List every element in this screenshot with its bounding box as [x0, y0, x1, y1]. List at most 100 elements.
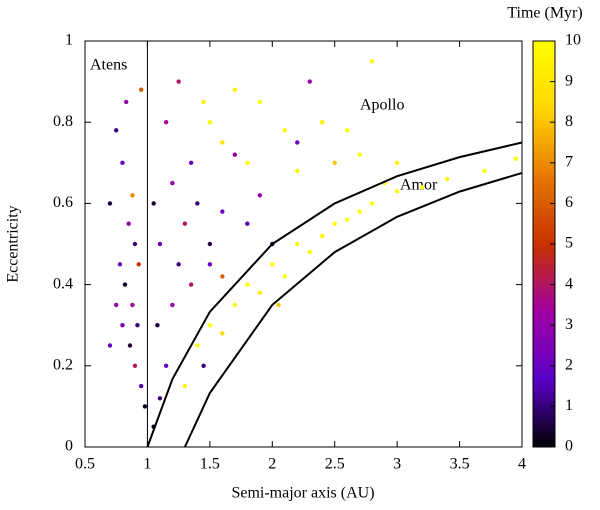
y-tick-label: 0.6: [53, 194, 73, 211]
point: [270, 262, 275, 267]
point: [307, 249, 312, 255]
point: [170, 302, 175, 308]
y-tick-label: 1: [65, 32, 73, 49]
point: [107, 343, 113, 348]
point: [295, 140, 300, 145]
point: [201, 363, 206, 368]
point: [232, 302, 238, 308]
point: [127, 343, 133, 348]
point: [188, 282, 194, 287]
point: [114, 302, 119, 308]
point: [245, 221, 250, 226]
point: [369, 201, 375, 206]
point: [357, 209, 362, 214]
point: [170, 180, 175, 186]
point: [207, 262, 213, 267]
point: [482, 168, 487, 174]
point: [345, 217, 350, 222]
y-tick-label: 0.8: [53, 113, 73, 130]
colorbar-tick-label: 8: [565, 113, 573, 130]
x-tick-label: 0.5: [75, 456, 95, 473]
point: [132, 363, 138, 368]
y-axis-label: Eccentricity: [5, 205, 22, 282]
point: [163, 363, 169, 368]
point: [444, 176, 450, 182]
point: [307, 79, 312, 84]
point: [120, 160, 125, 165]
point: [176, 262, 181, 267]
x-tick-label: 1.5: [200, 456, 220, 473]
point: [232, 87, 238, 92]
point: [332, 160, 337, 165]
x-tick-label: 3.5: [450, 456, 470, 473]
colorbar-tick-label: 6: [565, 194, 573, 211]
boundary-line: [183, 171, 523, 448]
colorbar-tick-label: 0: [565, 438, 573, 455]
point: [195, 343, 200, 348]
colorbar-title: Time (Myr): [507, 5, 582, 22]
point: [276, 302, 281, 308]
y-tick-label: 0.4: [53, 275, 73, 292]
point: [151, 201, 156, 206]
point: [513, 156, 518, 161]
point: [124, 99, 129, 105]
boundary-line: [146, 141, 523, 448]
point: [132, 241, 138, 247]
point: [257, 193, 262, 198]
point: [357, 152, 362, 157]
point: [295, 241, 300, 247]
point: [117, 262, 123, 267]
point: [220, 331, 225, 336]
y-tick-label: 0.2: [53, 356, 73, 373]
point: [419, 184, 425, 190]
point: [257, 99, 262, 105]
point: [245, 282, 250, 287]
colorbar-tick-label: 5: [565, 235, 573, 252]
colorbar-tick-label: 4: [565, 275, 573, 292]
point: [282, 274, 287, 279]
point: [220, 274, 225, 279]
point: [295, 168, 300, 174]
point: [369, 59, 375, 64]
point: [130, 302, 135, 308]
point: [232, 152, 238, 157]
point: [126, 221, 131, 226]
point: [182, 221, 188, 226]
point: [207, 120, 213, 125]
point: [163, 120, 169, 125]
point: [245, 160, 250, 165]
x-axis-label: Semi-major axis (AU): [231, 485, 374, 502]
point: [176, 79, 181, 84]
point: [155, 323, 160, 328]
point: [138, 87, 144, 92]
annotation: Amor: [400, 177, 438, 194]
point: [394, 160, 400, 165]
point: [207, 323, 213, 328]
point: [220, 209, 225, 214]
point: [135, 323, 140, 328]
point: [122, 282, 128, 287]
point: [394, 189, 400, 194]
point: [257, 290, 262, 295]
colorbar-tick-label: 10: [565, 32, 581, 49]
point: [188, 160, 194, 165]
colorbar-tick-label: 1: [565, 397, 573, 414]
point: [282, 128, 287, 133]
point: [345, 128, 350, 133]
point: [142, 404, 148, 409]
colorbar-tick-label: 9: [565, 72, 573, 89]
x-tick-label: 2: [268, 456, 276, 473]
colorbar-tick-label: 2: [565, 356, 573, 373]
x-tick-label: 4: [518, 456, 526, 473]
point: [120, 323, 125, 328]
point: [201, 99, 206, 105]
point: [320, 120, 325, 125]
point: [157, 241, 163, 247]
point: [136, 262, 141, 267]
y-tick-label: 0: [65, 438, 73, 455]
point: [207, 241, 213, 247]
point: [157, 396, 163, 401]
point: [107, 201, 113, 206]
x-tick-label: 1: [143, 456, 151, 473]
x-tick-label: 2.5: [325, 456, 345, 473]
